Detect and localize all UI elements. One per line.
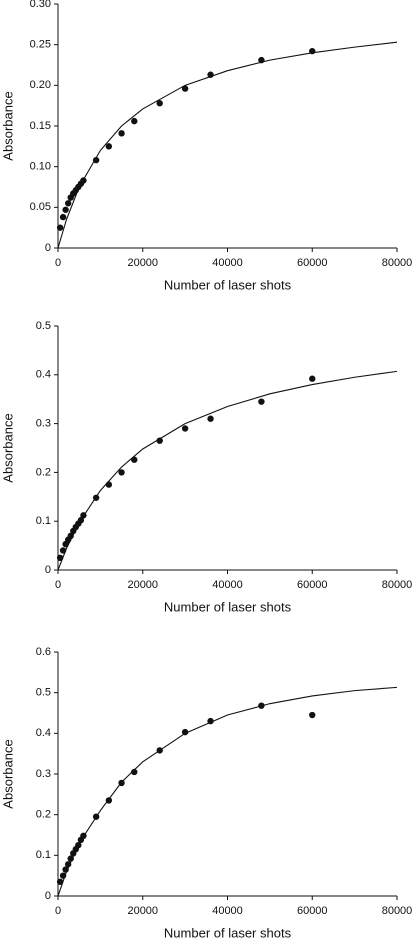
y-tick-label: 0.05 <box>30 201 51 213</box>
data-point <box>156 437 163 444</box>
data-point <box>92 156 100 164</box>
y-axis-title: Absorbance <box>0 739 15 808</box>
y-tick-label: 0.1 <box>36 849 51 861</box>
y-tick-label: 0.10 <box>30 161 51 173</box>
x-tick-label: 40000 <box>212 579 243 591</box>
y-tick-label: 0.15 <box>30 120 51 132</box>
x-axis-title: Number of laser shots <box>164 925 292 938</box>
y-tick-label: 0.20 <box>30 79 51 91</box>
data-point <box>56 878 64 885</box>
x-tick-label: 0 <box>55 905 61 917</box>
y-tick-label: 0 <box>45 890 51 902</box>
data-point <box>59 213 67 221</box>
data-point <box>118 469 125 476</box>
y-tick-label: 0 <box>45 564 51 576</box>
data-point <box>64 200 72 207</box>
data-point <box>105 481 113 488</box>
data-point <box>118 130 125 137</box>
data-point <box>258 398 265 405</box>
data-point <box>62 206 69 213</box>
x-tick-label: 40000 <box>212 905 243 917</box>
x-tick-label: 80000 <box>382 905 413 917</box>
x-tick-label: 80000 <box>382 579 413 591</box>
y-tick-label: 0 <box>45 242 51 254</box>
data-point <box>181 425 189 432</box>
x-tick-label: 80000 <box>382 257 413 269</box>
x-tick-label: 0 <box>55 579 61 591</box>
data-point <box>309 711 316 719</box>
data-point <box>67 855 74 862</box>
fit-curve <box>57 686 398 897</box>
y-axis-title: Absorbance <box>0 413 15 482</box>
x-tick-label: 60000 <box>297 579 328 591</box>
x-tick-label: 60000 <box>297 257 328 269</box>
data-point <box>131 117 138 125</box>
data-point <box>181 85 189 92</box>
y-tick-label: 0.4 <box>36 369 51 381</box>
y-tick-label: 0.1 <box>36 515 51 527</box>
x-tick-label: 20000 <box>127 579 158 591</box>
x-tick-label: 20000 <box>127 905 158 917</box>
data-point <box>156 100 163 107</box>
data-point <box>56 224 64 231</box>
data-point <box>309 375 316 382</box>
data-point <box>64 861 72 868</box>
y-tick-label: 0.3 <box>36 768 51 780</box>
y-tick-label: 0.3 <box>36 418 51 430</box>
data-point <box>131 768 138 776</box>
fit-curve <box>57 41 398 249</box>
x-tick-label: 20000 <box>127 257 158 269</box>
data-point <box>207 415 214 422</box>
y-tick-label: 0.5 <box>36 320 51 332</box>
y-tick-label: 0.25 <box>30 39 51 51</box>
data-point <box>181 728 189 736</box>
y-tick-label: 0.2 <box>36 466 51 478</box>
x-tick-label: 60000 <box>297 905 328 917</box>
y-tick-label: 0.5 <box>36 687 51 699</box>
x-tick-label: 40000 <box>212 257 243 269</box>
fit-curve <box>57 370 398 571</box>
y-tick-label: 0.6 <box>36 646 51 658</box>
x-axis-title: Number of laser shots <box>164 599 292 614</box>
y-tick-label: 0.30 <box>30 0 51 10</box>
x-tick-label: 0 <box>55 257 61 269</box>
y-tick-label: 0.4 <box>36 727 51 739</box>
x-axis-title: Number of laser shots <box>164 277 292 292</box>
data-point <box>105 143 113 150</box>
y-axis-title: Absorbance <box>0 91 15 160</box>
y-tick-label: 0.2 <box>36 809 51 821</box>
